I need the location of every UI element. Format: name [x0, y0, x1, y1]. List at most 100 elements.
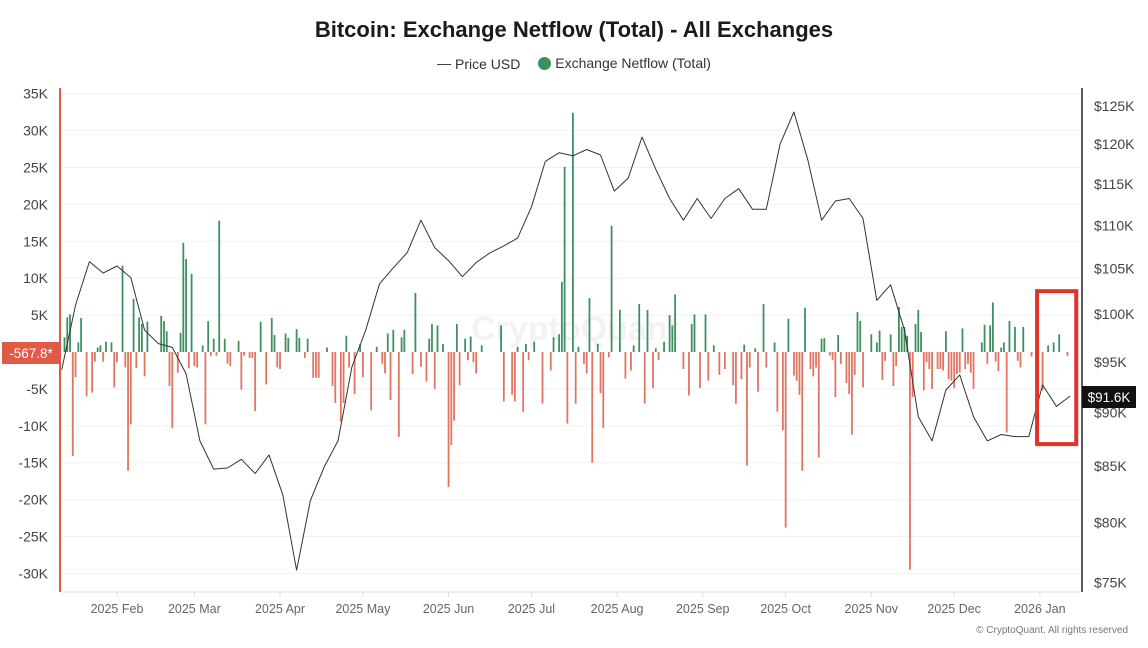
netflow-bar-negative	[447, 352, 450, 488]
highlight-box	[1035, 289, 1079, 447]
netflow-bar-negative	[171, 352, 174, 429]
netflow-bar-negative	[389, 352, 392, 400]
netflow-bar-positive	[138, 317, 141, 352]
netflow-bar-negative	[279, 352, 281, 369]
netflow-bar-negative	[229, 352, 232, 367]
netflow-bar-negative	[602, 352, 605, 429]
netflow-bar-negative	[848, 352, 851, 395]
netflow-bar-negative	[129, 352, 132, 425]
netflow-bar-negative	[331, 352, 334, 386]
netflow-bar-negative	[303, 352, 306, 358]
netflow-bar-negative	[732, 352, 735, 386]
netflow-bar-positive	[63, 337, 66, 352]
netflow-bar-positive	[284, 333, 287, 352]
netflow-bar-negative	[135, 352, 138, 369]
netflow-bar-positive	[632, 345, 635, 352]
netflow-bar-negative	[815, 352, 817, 368]
netflow-bar-negative	[210, 352, 212, 356]
netflow-bar-negative	[986, 352, 989, 364]
copyright: © CryptoQuant. All rights reserved	[976, 625, 1128, 636]
left-tick-label: -5K	[26, 381, 48, 397]
netflow-bar-negative	[845, 352, 848, 383]
netflow-bar-positive	[201, 345, 204, 352]
netflow-bar-negative	[450, 352, 453, 445]
netflow-bar-negative	[527, 352, 530, 361]
netflow-bar-positive	[690, 323, 693, 352]
price-line	[61, 111, 1071, 571]
netflow-bar-negative	[931, 352, 933, 389]
netflow-bar-negative	[353, 352, 356, 395]
netflow-bar-negative	[362, 352, 364, 378]
netflow-bar-positive	[359, 343, 362, 352]
netflow-bar-negative	[795, 352, 798, 381]
netflow-bar-negative	[381, 352, 384, 364]
netflow-bar-negative	[964, 352, 967, 369]
netflow-bar-negative	[583, 352, 585, 364]
netflow-bar-positive	[500, 325, 502, 352]
netflow-bar-negative	[549, 352, 552, 371]
netflow-bar-positive	[560, 281, 563, 352]
left-tick-label: 30K	[23, 123, 49, 139]
x-tick-label: 2025 Mar	[168, 602, 221, 616]
netflow-bar-negative	[950, 352, 953, 381]
netflow-bar-positive	[469, 336, 472, 352]
netflow-bar-positive	[859, 321, 862, 352]
netflow-bar-positive	[712, 345, 715, 352]
netflow-bar-positive	[105, 341, 107, 352]
netflow-bar-negative	[953, 352, 956, 389]
netflow-bar-negative	[196, 352, 199, 368]
netflow-bar-negative	[248, 352, 251, 358]
netflow-bar-negative	[851, 352, 853, 435]
netflow-bar-positive	[533, 341, 536, 352]
netflow-bar-negative	[113, 352, 116, 388]
netflow-bar-negative	[513, 352, 516, 402]
left-axis-ticks: 35K 30K 25K 20K 15K 10K 5K -5K -10K -15K -20K -25K -…	[18, 86, 48, 582]
right-tick-label: $115K	[1094, 176, 1134, 192]
netflow-bar-negative	[339, 352, 342, 422]
netflow-bar-positive	[455, 323, 458, 352]
netflow-bar-negative	[718, 352, 721, 375]
netflow-bar-positive	[270, 318, 273, 352]
netflow-bar-negative	[168, 352, 171, 386]
netflow-bar-negative	[453, 352, 455, 421]
netflow-bar-negative	[942, 352, 945, 371]
netflow-bar-negative	[93, 352, 96, 362]
netflow-bar-negative	[384, 352, 386, 374]
netflow-bar-negative	[1005, 352, 1008, 433]
legend-netflow-dot-icon	[538, 56, 552, 70]
x-tick-label: 2025 Jul	[508, 602, 555, 616]
netflow-bar-negative	[243, 352, 245, 356]
netflow-bar-negative	[765, 352, 768, 368]
netflow-bar-positive	[787, 318, 790, 352]
legend: — Price USD Exchange Netflow (Total)	[0, 54, 1148, 72]
netflow-bar-negative	[348, 352, 350, 368]
x-tick-label: 2025 Oct	[760, 602, 811, 616]
netflow-bar-negative	[688, 352, 690, 396]
netflow-bar-positive	[646, 309, 649, 352]
right-tick-label: $100K	[1094, 306, 1135, 322]
netflow-bar-positive	[431, 323, 433, 352]
netflow-bar-positive	[237, 340, 240, 352]
netflow-bar-positive	[287, 337, 290, 352]
netflow-bar-positive	[704, 314, 707, 352]
netflow-bar-positive	[906, 335, 909, 352]
x-tick-label: 2025 Feb	[91, 602, 144, 616]
x-tick-label: 2026 Jan	[1014, 602, 1065, 616]
netflow-bar-positive	[99, 345, 102, 352]
legend-price-item[interactable]: — Price USD	[437, 54, 521, 72]
netflow-bar-negative	[607, 352, 610, 358]
netflow-bar-negative	[599, 352, 602, 394]
netflow-bar-negative	[475, 352, 478, 374]
netflow-bar-positive	[1000, 347, 1003, 352]
legend-netflow-label[interactable]: Exchange Netflow (Total)	[555, 55, 711, 72]
right-tick-label: $120K	[1094, 136, 1135, 152]
netflow-bar-positive	[436, 325, 439, 352]
right-last-value: $91.6K	[1088, 390, 1131, 405]
netflow-bar-negative	[143, 352, 146, 377]
netflow-bar-negative	[881, 352, 884, 381]
left-tick-label: 10K	[23, 270, 49, 286]
left-tick-label: 35K	[23, 86, 49, 102]
netflow-bar-positive	[558, 334, 560, 352]
netflow-bar-positive	[618, 309, 621, 352]
netflow-bar-negative	[574, 352, 577, 404]
